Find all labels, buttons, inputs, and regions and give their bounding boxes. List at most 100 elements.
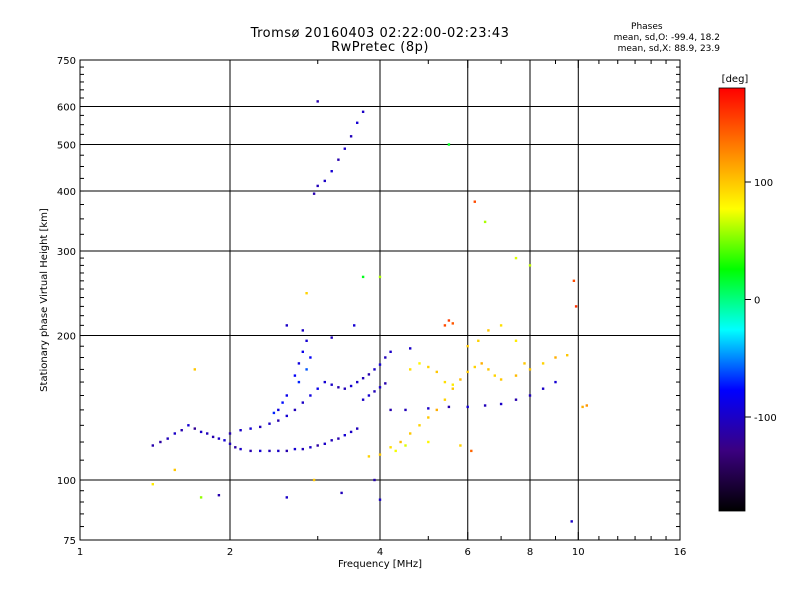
data-point	[451, 387, 454, 390]
colorbar-tick-label: 0	[754, 296, 760, 307]
data-point	[312, 192, 316, 195]
x-tick-label: 8	[527, 547, 533, 558]
data-point	[373, 368, 376, 371]
data-point	[340, 491, 343, 495]
data-point	[268, 449, 271, 453]
data-point	[447, 319, 451, 322]
x-tick-label: 1	[77, 547, 83, 558]
data-point	[572, 279, 576, 282]
phase-statistics: Phases mean, sd,O: -99.4, 18.2 mean, sd,…	[614, 22, 720, 55]
data-point	[356, 380, 359, 384]
data-point	[435, 408, 438, 412]
y-tick-label: 200	[57, 332, 76, 343]
data-point	[316, 444, 319, 447]
data-point	[409, 368, 412, 371]
data-point	[217, 494, 221, 497]
data-point	[447, 405, 451, 409]
data-point	[301, 447, 304, 451]
data-point	[356, 427, 359, 430]
data-point	[297, 362, 301, 365]
colorbar-tick-label: 100	[754, 178, 773, 189]
data-point	[361, 377, 365, 380]
data-point	[367, 394, 371, 397]
data-point	[451, 322, 454, 325]
colorbar-label: [deg]	[722, 74, 749, 85]
y-tick-label: 500	[57, 141, 76, 152]
data-point	[389, 408, 392, 412]
data-point	[409, 347, 412, 350]
data-point	[293, 374, 297, 377]
data-point	[316, 387, 319, 390]
data-point	[514, 398, 518, 401]
data-point	[418, 362, 421, 365]
data-point	[228, 442, 232, 445]
data-point	[343, 147, 346, 150]
data-point	[523, 362, 526, 365]
x-tick-label: 4	[377, 547, 383, 558]
axis-ticks: 1 2 4 6 8 10 16 75 100 200 300 400 500 600 750	[57, 56, 686, 558]
data-point	[404, 444, 407, 447]
data-point	[272, 411, 276, 415]
data-point	[349, 135, 353, 138]
data-point	[483, 220, 487, 224]
data-point	[356, 121, 359, 124]
data-point	[418, 424, 421, 427]
data-point	[228, 432, 232, 435]
data-point	[585, 404, 588, 407]
x-tick-label: 10	[572, 547, 585, 558]
data-point	[499, 324, 503, 327]
data-point	[373, 478, 376, 482]
data-point	[566, 354, 569, 357]
data-point	[217, 437, 221, 440]
data-point	[367, 455, 371, 458]
y-tick-label: 75	[63, 536, 76, 547]
x-axis-label: Frequency [MHz]	[338, 559, 422, 570]
data-point	[330, 170, 333, 173]
data-point	[223, 439, 226, 442]
data-point	[373, 390, 376, 393]
data-point	[277, 419, 280, 422]
data-point	[367, 373, 371, 376]
data-point	[443, 324, 447, 327]
y-tick-label: 100	[57, 476, 76, 487]
data-point	[281, 401, 284, 404]
data-point	[316, 184, 319, 188]
stats-o-mode: mean, sd,O: -99.4, 18.2	[613, 33, 720, 43]
data-point	[330, 336, 333, 339]
data-point	[349, 430, 353, 434]
data-point	[199, 496, 203, 499]
data-point	[399, 440, 402, 444]
data-point	[427, 416, 430, 419]
data-point	[277, 408, 280, 412]
data-point	[394, 449, 397, 453]
data-point	[193, 368, 196, 371]
data-point	[378, 386, 382, 389]
data-point	[384, 382, 387, 385]
data-point	[361, 110, 365, 113]
data-point	[151, 444, 154, 447]
data-point	[323, 380, 326, 384]
stats-heading: Phases	[631, 22, 663, 32]
data-point	[309, 356, 312, 359]
data-point	[554, 356, 557, 359]
data-point	[378, 453, 382, 456]
data-point	[404, 408, 407, 412]
data-point	[337, 437, 340, 440]
data-point	[151, 483, 154, 486]
data-point	[483, 404, 487, 407]
data-point	[305, 292, 308, 295]
data-point	[239, 429, 242, 432]
data-point	[277, 449, 280, 453]
data-point	[499, 378, 503, 381]
data-point	[361, 398, 365, 401]
data-point	[443, 380, 447, 384]
data-point	[459, 444, 462, 447]
data-point	[285, 496, 288, 499]
data-point	[293, 408, 297, 412]
data-point	[293, 447, 297, 451]
data-point	[499, 402, 503, 406]
data-point	[206, 432, 209, 435]
data-point	[301, 329, 304, 332]
data-point	[180, 429, 183, 432]
